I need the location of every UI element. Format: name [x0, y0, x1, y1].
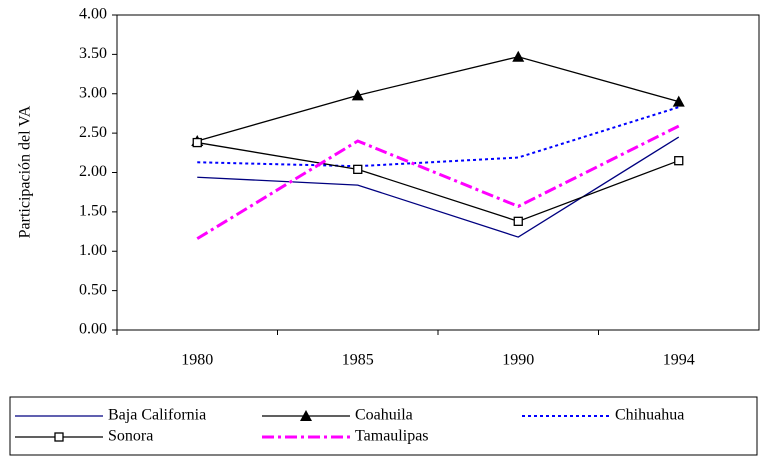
x-tick-label: 1990	[502, 352, 534, 369]
x-tick-label: 1985	[342, 352, 374, 369]
y-tick-label: 2.50	[79, 124, 107, 141]
marker	[674, 156, 684, 166]
marker	[54, 432, 64, 442]
marker	[300, 410, 312, 421]
series-line	[197, 56, 679, 142]
x-tick-label: 1980	[181, 352, 213, 369]
marker	[351, 89, 364, 101]
series-line	[197, 141, 679, 223]
marker	[353, 164, 363, 175]
plot-area	[116, 14, 760, 331]
legend-label: Tamaulipas	[355, 428, 429, 445]
marker	[192, 137, 202, 148]
y-axis-label: Participación del VA	[17, 105, 34, 238]
y-tick-label: 0.50	[79, 281, 107, 298]
y-tick-label: 1.50	[79, 203, 107, 220]
legend-label: Coahuila	[355, 407, 413, 424]
y-tick-label: 2.00	[79, 163, 107, 180]
y-tick-label: 3.50	[79, 45, 107, 62]
series-line	[196, 124, 680, 240]
x-tick-label: 1994	[663, 352, 695, 369]
marker	[512, 50, 525, 62]
series-line	[197, 136, 680, 238]
y-tick-label: 1.00	[79, 242, 107, 259]
legend-label: Baja California	[108, 407, 206, 424]
legend-label: Sonora	[108, 428, 153, 445]
legend-label: Chihuahua	[615, 407, 684, 424]
marker	[672, 95, 685, 107]
marker	[513, 216, 523, 226]
legend-box	[9, 396, 758, 456]
y-tick-label: 4.00	[79, 6, 107, 23]
y-tick-label: 0.00	[79, 321, 107, 338]
series-line	[197, 106, 680, 168]
y-tick-label: 3.00	[79, 84, 107, 101]
